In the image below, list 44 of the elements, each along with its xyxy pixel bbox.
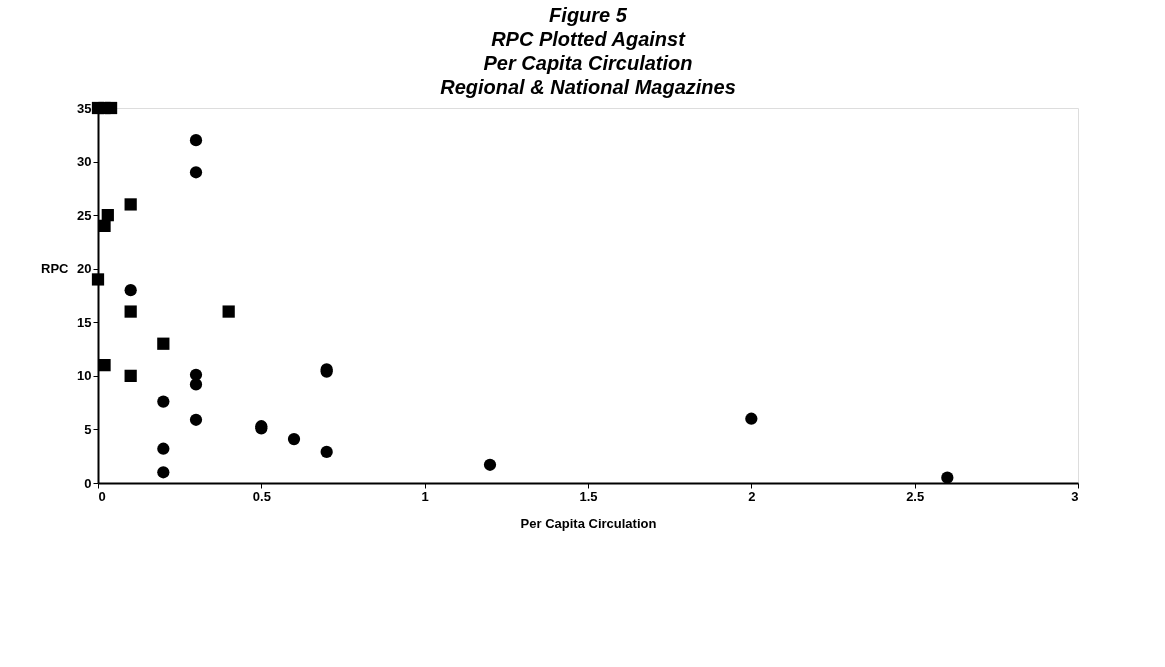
point bbox=[124, 369, 137, 382]
y-tick-label: 10 bbox=[77, 368, 92, 384]
point bbox=[91, 273, 105, 286]
x-tick-label: 0.5 bbox=[252, 488, 271, 504]
point bbox=[320, 445, 333, 459]
point bbox=[124, 284, 137, 297]
point bbox=[157, 442, 170, 455]
y-tick-label: 0 bbox=[84, 475, 92, 491]
point bbox=[189, 378, 203, 391]
x-tick-label: 0 bbox=[98, 488, 106, 504]
point bbox=[101, 209, 114, 222]
y-tick-label: 25 bbox=[77, 207, 92, 223]
y-tick-label: 5 bbox=[84, 421, 92, 437]
y-tick-label: 30 bbox=[77, 154, 92, 170]
point bbox=[98, 359, 111, 372]
x-tick-label: 3 bbox=[1071, 488, 1079, 504]
point bbox=[222, 305, 235, 318]
point bbox=[157, 337, 170, 350]
point bbox=[189, 166, 203, 179]
y-tick-label: 35 bbox=[77, 100, 92, 116]
point bbox=[483, 458, 497, 471]
point bbox=[157, 466, 170, 479]
point bbox=[157, 395, 170, 408]
y-tick-label: 15 bbox=[77, 314, 92, 330]
x-axis-title: Per Capita Circulation bbox=[520, 515, 657, 531]
text: Regional & National Magazines bbox=[440, 75, 736, 98]
y-axis-title: RPC bbox=[41, 260, 70, 276]
y-tick-label: 20 bbox=[77, 261, 92, 277]
point bbox=[287, 432, 301, 446]
point bbox=[104, 101, 118, 115]
x-tick-label: 2 bbox=[748, 488, 756, 504]
x-tick-label: 1 bbox=[421, 488, 429, 504]
text: Figure 5 bbox=[549, 3, 627, 26]
x-tick-label: 2.5 bbox=[906, 488, 925, 504]
x-tick-label: 1.5 bbox=[579, 488, 598, 504]
text: Per Capita Circulation bbox=[483, 51, 693, 74]
point bbox=[124, 305, 137, 318]
point bbox=[189, 413, 203, 426]
point bbox=[98, 219, 111, 232]
text: RPC Plotted Against bbox=[491, 27, 685, 50]
point bbox=[124, 198, 137, 211]
point bbox=[745, 412, 758, 425]
point bbox=[189, 134, 203, 147]
point bbox=[941, 471, 954, 484]
